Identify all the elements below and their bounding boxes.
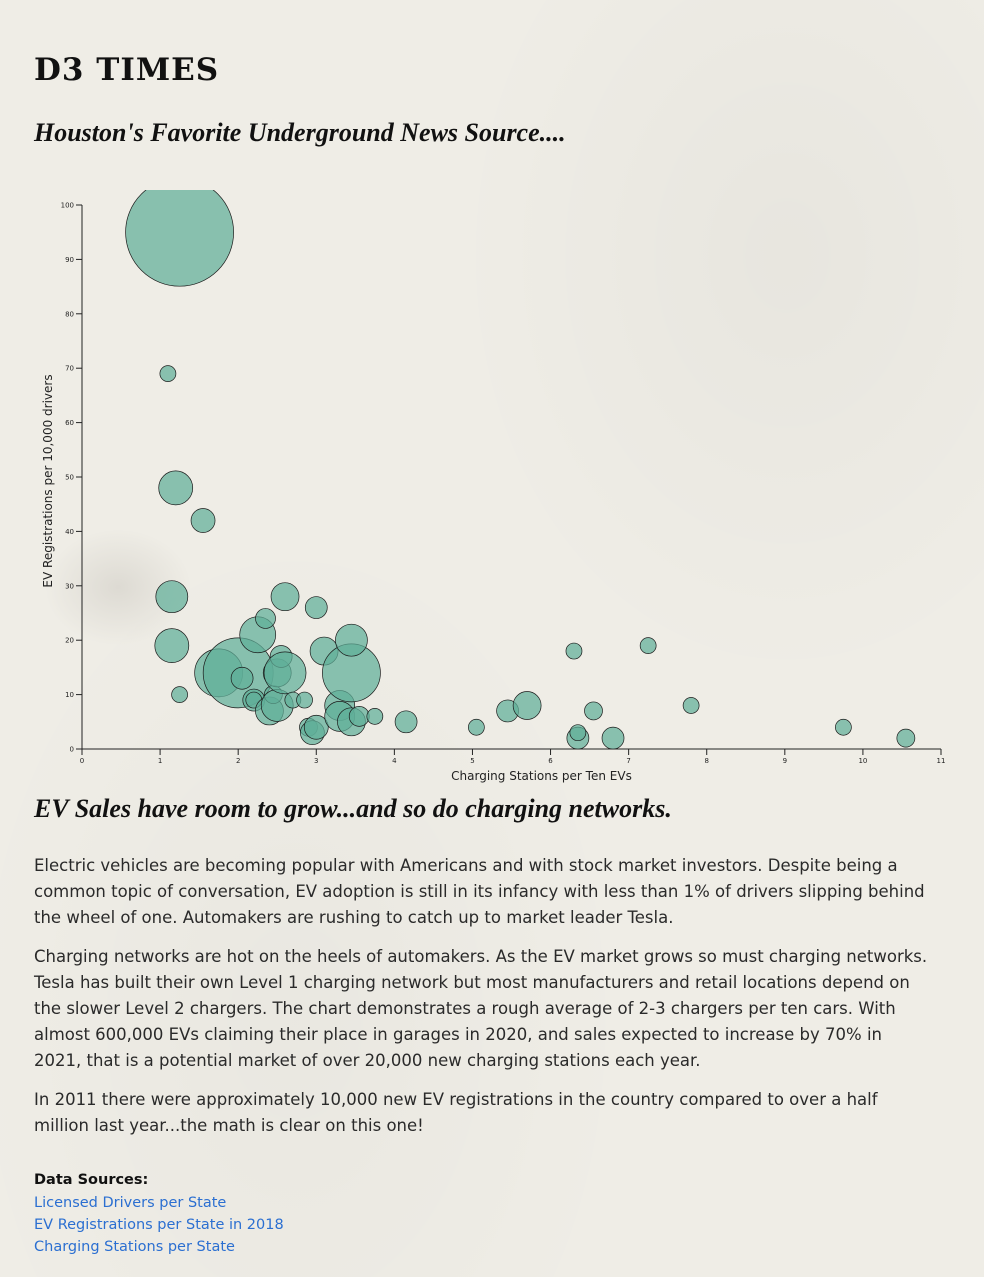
y-tick-label: 40: [65, 528, 74, 536]
data-bubble[interactable]: [155, 580, 189, 614]
data-sources: Data Sources: Licensed Drivers per State…: [34, 1172, 284, 1258]
y-tick-label: 50: [65, 474, 74, 482]
x-tick-label: 7: [626, 757, 630, 765]
data-bubble[interactable]: [584, 701, 603, 721]
data-bubble[interactable]: [270, 582, 300, 612]
x-tick-label: 9: [783, 757, 787, 765]
data-bubble[interactable]: [159, 365, 177, 382]
y-tick-label: 30: [65, 582, 74, 590]
x-tick-label: 11: [937, 757, 946, 765]
y-tick-label: 80: [65, 310, 74, 318]
y-tick-label: 90: [65, 256, 74, 264]
source-link-charging-stations[interactable]: Charging Stations per State: [34, 1239, 235, 1255]
article-paragraph: In 2011 there were approximately 10,000 …: [34, 1090, 878, 1135]
chart-axes: 0 1 2 3 4 5 6 7 8 9 10 11 0 10 20 30 40 50 60 70 80 90 100: [61, 202, 946, 766]
y-tick-label: 0: [70, 746, 74, 754]
x-tick-label: 2: [236, 757, 240, 765]
y-tick-label: 60: [65, 419, 74, 427]
x-tick-label: 4: [392, 757, 397, 765]
data-bubble[interactable]: [601, 726, 625, 750]
data-bubble[interactable]: [154, 628, 190, 663]
bubble-chart: 0 1 2 3 4 5 6 7 8 9 10 11 0 10 20 30 40 50 60 70 80 90 100 Cha…: [41, 190, 946, 783]
x-tick-label: 8: [704, 757, 708, 765]
data-bubble[interactable]: [304, 596, 328, 619]
data-bubble[interactable]: [348, 706, 370, 727]
x-tick-label: 1: [158, 757, 162, 765]
data-bubble[interactable]: [125, 190, 234, 287]
data-bubble[interactable]: [835, 718, 852, 736]
data-bubble[interactable]: [158, 470, 194, 506]
x-axis-label: Charging Stations per Ten EVs: [451, 769, 632, 783]
data-bubble[interactable]: [335, 623, 368, 657]
data-bubble[interactable]: [512, 691, 542, 720]
data-bubble[interactable]: [639, 637, 657, 654]
data-bubble[interactable]: [896, 728, 916, 748]
x-tick-label: 0: [80, 757, 84, 765]
y-axis-label: EV Registrations per 10,000 drivers: [41, 374, 55, 587]
x-tick-label: 10: [858, 757, 867, 765]
data-bubble[interactable]: [255, 608, 276, 629]
data-bubble[interactable]: [190, 508, 216, 533]
source-link-ev-registrations[interactable]: EV Registrations per State in 2018: [34, 1217, 284, 1233]
article-body: Electric vehicles are becoming popular w…: [34, 853, 934, 1152]
y-tick-label: 10: [65, 691, 74, 699]
data-bubble[interactable]: [565, 642, 583, 660]
data-bubble[interactable]: [569, 724, 587, 742]
data-bubble[interactable]: [263, 651, 307, 695]
data-bubble[interactable]: [682, 697, 700, 714]
y-tick-label: 70: [65, 365, 74, 373]
data-sources-label: Data Sources:: [34, 1172, 149, 1188]
x-tick-label: 6: [548, 757, 553, 765]
data-bubble[interactable]: [394, 710, 418, 734]
data-bubble[interactable]: [303, 714, 329, 740]
site-tagline: Houston's Favorite Underground News Sour…: [34, 118, 566, 147]
source-link-licensed-drivers[interactable]: Licensed Drivers per State: [34, 1195, 227, 1211]
data-bubble[interactable]: [230, 666, 254, 690]
y-tick-label: 100: [61, 202, 74, 210]
article-paragraph: Electric vehicles are becoming popular w…: [34, 856, 925, 927]
x-tick-label: 3: [314, 757, 318, 765]
data-bubble[interactable]: [296, 691, 313, 709]
article-heading: EV Sales have room to grow...and so do c…: [34, 794, 672, 823]
site-brand: D3 TIMES: [34, 52, 220, 88]
x-tick-label: 5: [470, 757, 474, 765]
data-bubble[interactable]: [171, 686, 188, 703]
chart-bubbles: [125, 190, 916, 750]
y-tick-label: 20: [65, 637, 74, 645]
article-paragraph: Charging networks are hot on the heels o…: [34, 947, 928, 1070]
data-bubble[interactable]: [366, 708, 384, 725]
data-bubble[interactable]: [468, 718, 485, 736]
